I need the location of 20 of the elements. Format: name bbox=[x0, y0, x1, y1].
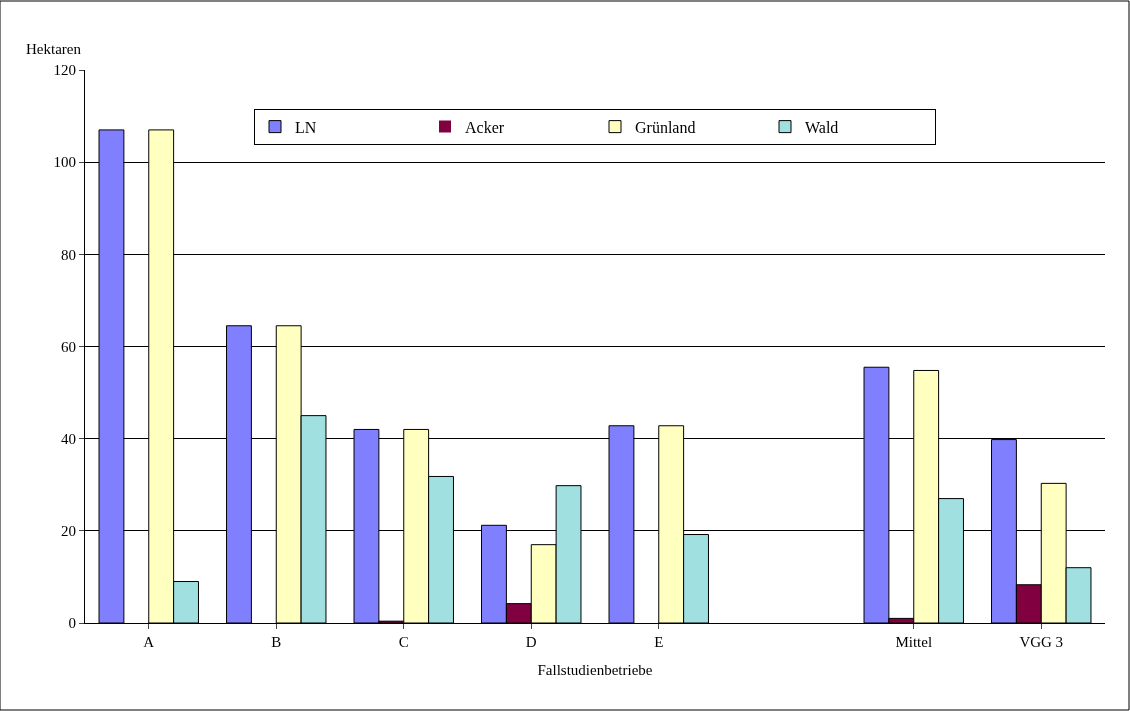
x-tick-label: A bbox=[143, 634, 155, 650]
x-tick-label: Mittel bbox=[895, 634, 933, 650]
y-axis-title: Hektaren bbox=[26, 41, 82, 57]
legend-label: Grünland bbox=[635, 118, 696, 136]
legend-label: Acker bbox=[465, 118, 505, 136]
y-tick-label: 80 bbox=[61, 246, 76, 263]
legend-label: LN bbox=[295, 118, 317, 136]
x-tick-label: E bbox=[654, 634, 664, 650]
x-tick-label: VGG 3 bbox=[1019, 634, 1064, 650]
y-tick-label: 0 bbox=[68, 615, 76, 632]
y-tick-label: 100 bbox=[53, 154, 76, 171]
y-tick-label: 40 bbox=[61, 430, 76, 447]
legend-label: Wald bbox=[805, 118, 839, 136]
x-tick-label: B bbox=[271, 634, 282, 650]
x-tick-label: C bbox=[398, 634, 409, 650]
y-tick-label: 60 bbox=[61, 338, 76, 355]
y-tick-label: 20 bbox=[61, 523, 76, 540]
x-tick-label: D bbox=[525, 634, 537, 650]
x-axis-title: Fallstudienbetriebe bbox=[537, 662, 653, 678]
y-tick-label: 120 bbox=[53, 62, 76, 79]
